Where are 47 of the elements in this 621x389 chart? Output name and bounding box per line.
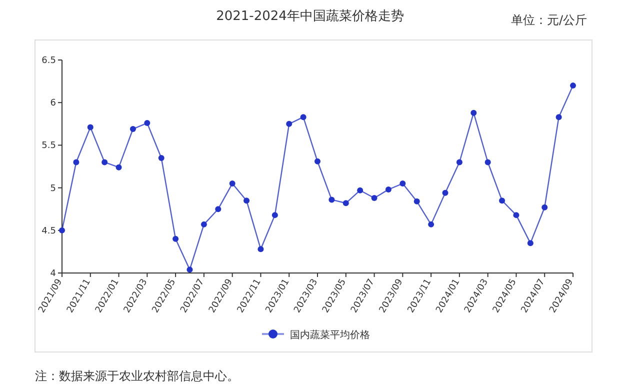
- point: [116, 164, 122, 170]
- point: [200, 221, 207, 228]
- point: [357, 187, 364, 194]
- point: [244, 198, 250, 204]
- point: [286, 120, 292, 127]
- point: [314, 158, 320, 164]
- point: [570, 82, 576, 89]
- point: [144, 120, 150, 126]
- chart-title: 2021-2024年中国蔬菜价格走势: [216, 9, 404, 24]
- point: [556, 114, 562, 120]
- point: [229, 180, 236, 187]
- point: [130, 126, 136, 132]
- legend-label: 国内蔬菜平均价格: [290, 329, 370, 341]
- y-tick-label: 6.5: [42, 56, 56, 66]
- point: [484, 159, 491, 166]
- point: [400, 180, 406, 187]
- y-tick-label: 6: [50, 98, 56, 109]
- point: [73, 159, 80, 166]
- point: [172, 236, 179, 242]
- point: [527, 240, 534, 246]
- point: [456, 159, 462, 166]
- point: [158, 154, 164, 161]
- y-tick-label: 4: [50, 269, 56, 279]
- point: [87, 124, 94, 130]
- point: [215, 206, 222, 212]
- text: 单位：元/公斤: [510, 13, 587, 27]
- point: [542, 204, 548, 210]
- point: [371, 195, 378, 202]
- point: [428, 221, 434, 228]
- text: 注：数据来源于农业农村部信息中心。: [35, 369, 239, 383]
- y-tick-label: 5: [50, 184, 56, 194]
- point: [513, 212, 520, 218]
- point: [272, 212, 278, 218]
- y-tick-label: 4.5: [42, 226, 56, 236]
- point: [385, 186, 392, 193]
- point: [258, 246, 264, 252]
- point: [442, 190, 448, 196]
- y-tick-label: 5.5: [42, 141, 56, 152]
- point: [470, 110, 477, 116]
- point: [499, 198, 506, 204]
- point: [102, 159, 108, 166]
- point: [328, 196, 335, 203]
- point: [59, 227, 65, 234]
- point: [300, 114, 306, 120]
- point: [342, 200, 349, 206]
- point: [186, 266, 193, 273]
- point: [414, 198, 420, 204]
